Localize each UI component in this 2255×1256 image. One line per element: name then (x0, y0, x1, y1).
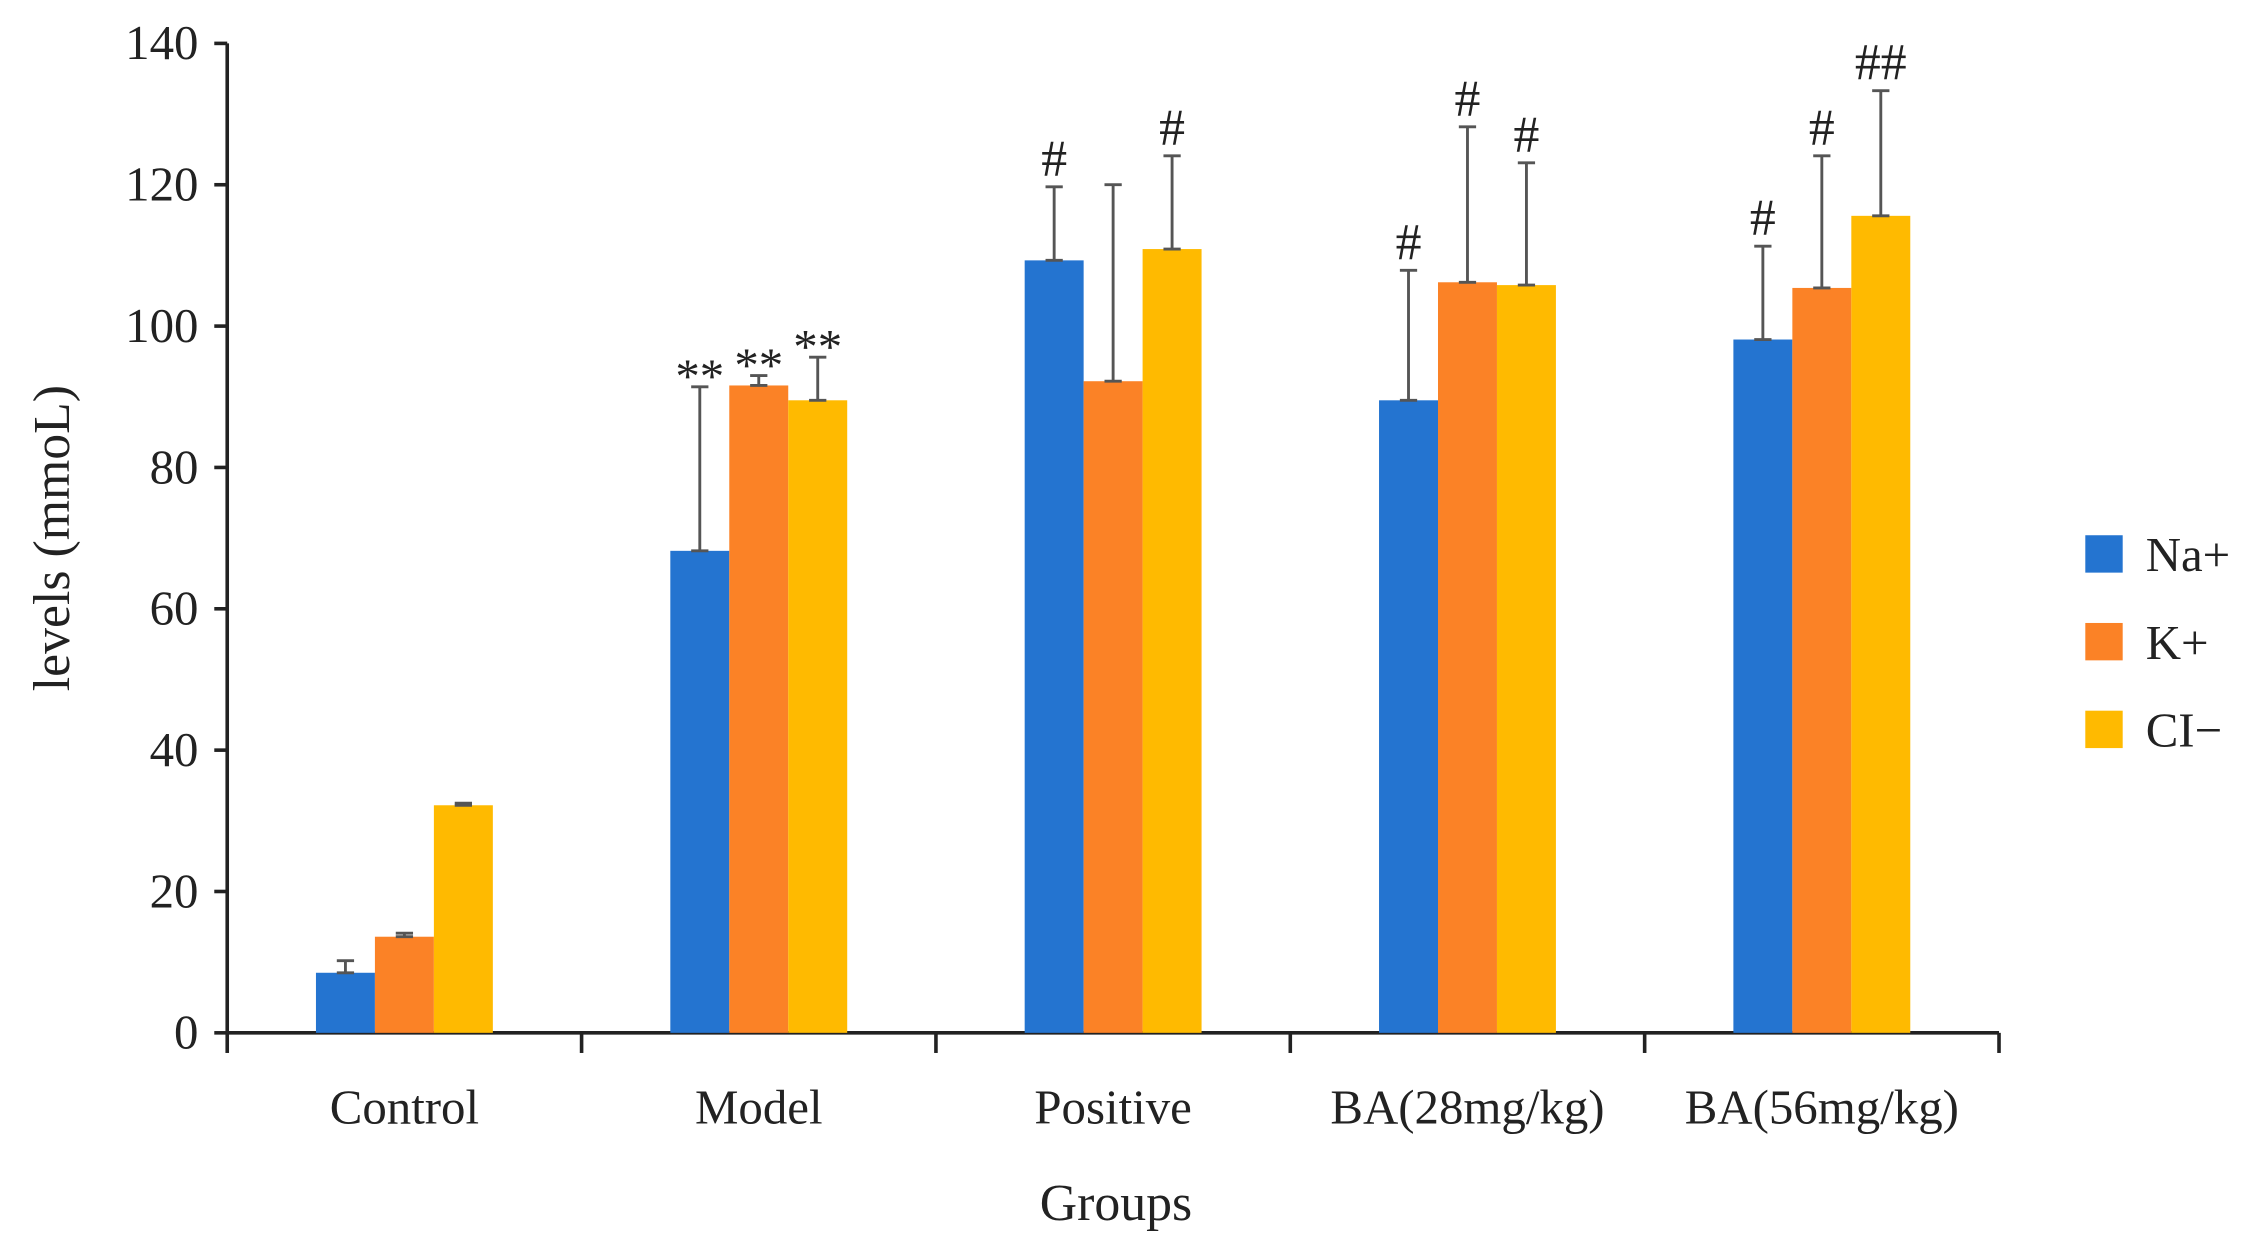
bar-k (1792, 287, 1852, 1033)
bar-ci (1851, 215, 1911, 1033)
significance-label: # (1041, 130, 1067, 187)
y-axis-label: levels (mmoL) (24, 385, 81, 691)
legend-label: CI− (2146, 703, 2222, 758)
legend-label: Na+ (2146, 527, 2231, 582)
significance-label: ** (793, 319, 842, 374)
significance-label: ## (1855, 34, 1907, 91)
significance-label: # (1159, 99, 1185, 156)
bar-k (1437, 282, 1497, 1033)
y-tick-label: 60 (150, 581, 199, 636)
significance-label: ** (675, 349, 724, 404)
bar-k (729, 385, 789, 1033)
labels: ** ** **######### (675, 34, 1906, 403)
y-tick-label: 80 (150, 439, 199, 494)
bar-na (670, 550, 730, 1033)
y-tick-label: 0 (174, 1005, 198, 1060)
y-tick-label: 100 (125, 298, 198, 353)
x-tick-label: BA(28mg/kg) (1330, 1079, 1604, 1134)
bar-ci (1142, 249, 1202, 1033)
bar-na (1379, 400, 1438, 1033)
x-tick-label: Control (330, 1079, 479, 1134)
significance-label: ** (734, 337, 783, 392)
bars (315, 89, 1911, 1033)
bar-na (1733, 339, 1793, 1033)
x-tick-label: Model (695, 1079, 823, 1134)
axes: 0 20 40 60 80 100 120 140 Control Model Positive BA… (125, 15, 2001, 1134)
bar-ci (788, 400, 848, 1033)
significance-label: # (1396, 214, 1422, 271)
bar-na (1024, 260, 1084, 1033)
significance-label: # (1513, 106, 1539, 163)
x-tick-label: BA(56mg/kg) (1685, 1079, 1959, 1134)
x-tick-label: Positive (1034, 1079, 1192, 1134)
bar-k (374, 936, 434, 1033)
significance-label: # (1809, 99, 1835, 156)
significance-label: # (1455, 70, 1481, 127)
y-tick-label: 120 (125, 157, 198, 212)
legend: Na+ K+ CI− (2085, 527, 2231, 758)
y-tick-label: 140 (125, 15, 198, 70)
bar-na (315, 972, 375, 1033)
bar-ci (1496, 285, 1556, 1033)
bar-ci (433, 805, 493, 1033)
legend-swatch (2085, 622, 2123, 661)
significance-label: # (1750, 190, 1776, 247)
x-axis-label: Groups (1040, 1175, 1192, 1232)
y-tick-label: 40 (150, 722, 199, 777)
y-tick-label: 20 (150, 863, 199, 918)
legend-swatch (2085, 710, 2123, 749)
bar-k (1083, 381, 1143, 1033)
legend-label: K+ (2146, 615, 2209, 670)
legend-swatch (2085, 535, 2123, 573)
